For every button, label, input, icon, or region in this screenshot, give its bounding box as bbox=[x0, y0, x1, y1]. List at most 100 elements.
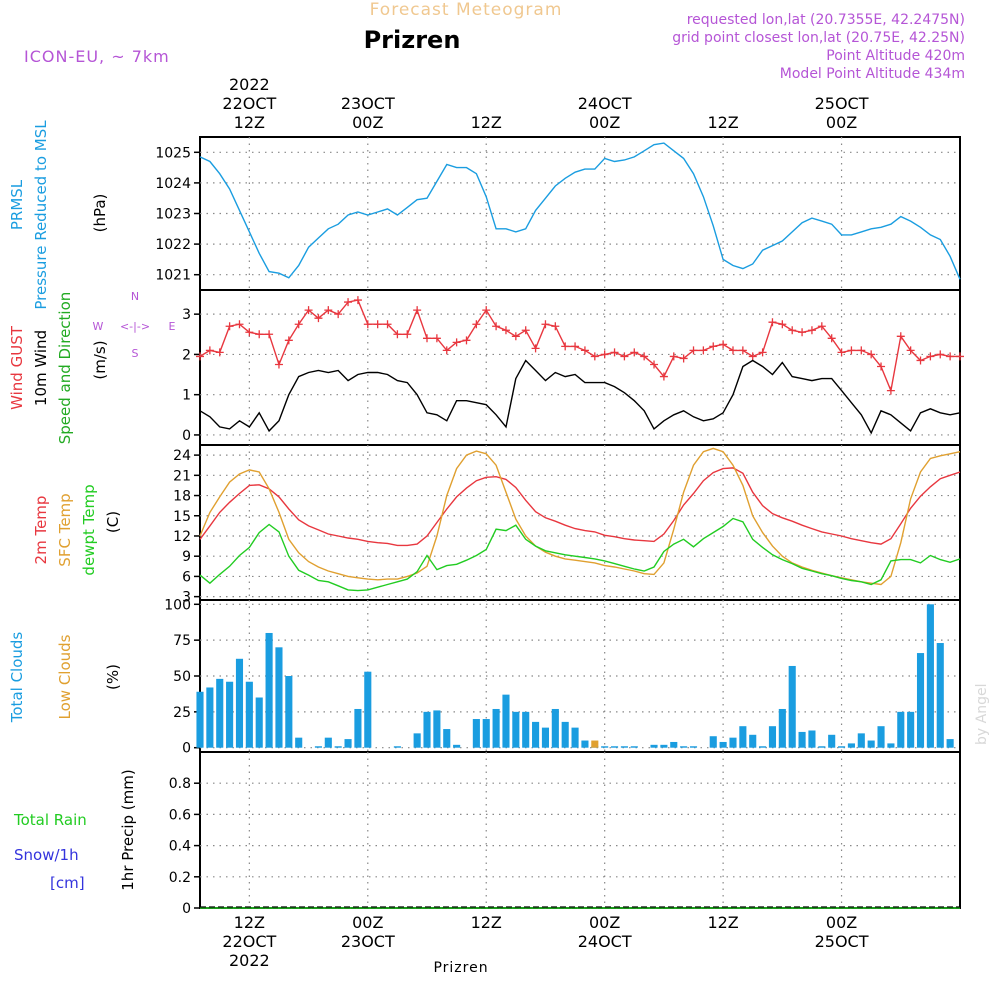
gust-marker bbox=[650, 360, 659, 369]
bar bbox=[808, 730, 816, 748]
bar bbox=[650, 744, 658, 748]
y-tick-label: 3 bbox=[182, 307, 191, 323]
y-tick-label: 1022 bbox=[155, 237, 191, 253]
bar bbox=[413, 733, 421, 748]
gust-marker bbox=[857, 346, 866, 355]
gust-marker bbox=[837, 348, 846, 357]
ylabel-prmsl: PRMSL bbox=[8, 179, 26, 230]
gust-marker bbox=[324, 306, 333, 315]
panel-frame bbox=[199, 751, 961, 909]
gust-marker bbox=[255, 330, 264, 339]
bar bbox=[571, 727, 579, 748]
gust-marker bbox=[235, 320, 244, 329]
gust-marker bbox=[669, 352, 678, 361]
gust-marker bbox=[492, 322, 501, 331]
gust-marker bbox=[906, 346, 915, 355]
bar bbox=[423, 711, 431, 748]
gust-marker bbox=[748, 352, 757, 361]
top-time-label: 23OCT bbox=[341, 94, 395, 113]
gust-marker bbox=[225, 322, 234, 331]
ylabel-precip: 1hr Precip (mm) bbox=[119, 769, 137, 890]
gust-marker bbox=[373, 320, 382, 329]
y-tick-label: 1 bbox=[182, 388, 191, 404]
gust-marker bbox=[709, 342, 718, 351]
bar bbox=[541, 727, 550, 748]
y-tick-label: 3 bbox=[182, 590, 191, 606]
ylabel-pressure: Pressure Reduced to MSL bbox=[32, 120, 50, 310]
y-tick-label: 0.2 bbox=[169, 870, 191, 886]
panel-4: 0 25 50 75 100 bbox=[164, 597, 961, 757]
gust-marker bbox=[640, 352, 649, 361]
info-line-3: Point Altitude 420m bbox=[826, 48, 965, 64]
top-time-label: 22OCT bbox=[222, 94, 276, 113]
bar bbox=[709, 736, 717, 748]
top-time-label: 2022 bbox=[229, 75, 270, 94]
bar bbox=[561, 721, 569, 748]
bar bbox=[433, 710, 441, 748]
y-tick-label: 75 bbox=[173, 633, 191, 649]
bar bbox=[255, 697, 263, 748]
ylabel-percent: (%) bbox=[104, 664, 122, 690]
bar bbox=[907, 711, 915, 748]
bottom-time-label: 12Z bbox=[234, 913, 265, 932]
y-tick-label: 0.4 bbox=[169, 839, 191, 855]
gust-marker bbox=[679, 354, 688, 363]
y-tick-label: 2 bbox=[182, 347, 191, 363]
gust-marker bbox=[383, 320, 392, 329]
bottom-time-label: 23OCT bbox=[341, 932, 395, 951]
bar bbox=[630, 746, 638, 748]
series-line bbox=[199, 467, 961, 547]
panel-frame bbox=[199, 289, 961, 446]
gust-marker bbox=[294, 320, 303, 329]
gust-marker bbox=[531, 344, 540, 353]
ylabel-direction: Speed and Direction bbox=[56, 292, 74, 445]
bar bbox=[857, 733, 865, 748]
bar bbox=[719, 741, 727, 748]
bar bbox=[512, 711, 520, 748]
bar bbox=[828, 734, 836, 748]
bar bbox=[275, 647, 283, 748]
gust-marker bbox=[363, 320, 372, 329]
gust-marker bbox=[205, 346, 214, 355]
footer-station: Prizren bbox=[433, 960, 488, 976]
panel-3: 3 6 9 12 15 18 21 24 bbox=[173, 444, 961, 606]
bar bbox=[838, 746, 846, 748]
gust-marker bbox=[521, 326, 530, 335]
bar bbox=[314, 746, 322, 748]
bar bbox=[443, 729, 451, 748]
gust-marker bbox=[334, 310, 343, 319]
gust-marker bbox=[442, 346, 451, 355]
gust-marker bbox=[877, 362, 886, 371]
bar bbox=[344, 739, 352, 748]
chart-subtitle: Forecast Meteogram bbox=[370, 0, 563, 20]
gust-marker bbox=[284, 336, 293, 345]
bar bbox=[926, 604, 934, 748]
y-tick-label: 0 bbox=[182, 901, 191, 917]
y-tick-label: 0.8 bbox=[169, 776, 191, 792]
bar bbox=[265, 632, 273, 748]
ylabel-c: (C) bbox=[104, 511, 122, 533]
ylabel-dewpt: dewpt Temp bbox=[80, 484, 98, 575]
bar bbox=[680, 746, 688, 748]
gust-marker bbox=[482, 306, 491, 315]
bar bbox=[453, 744, 461, 748]
bar bbox=[196, 691, 204, 748]
bottom-time-label: 00Z bbox=[589, 913, 620, 932]
y-tick-label: 12 bbox=[173, 529, 191, 545]
panel-frame bbox=[199, 136, 961, 291]
gust-marker bbox=[472, 320, 481, 329]
bottom-time-label: 00Z bbox=[826, 913, 857, 932]
bar bbox=[581, 740, 589, 748]
top-time-label: 00Z bbox=[826, 113, 857, 132]
bar bbox=[759, 746, 767, 748]
gust-marker bbox=[659, 372, 668, 381]
bottom-time-label: 24OCT bbox=[578, 932, 632, 951]
gust-marker bbox=[571, 342, 580, 351]
bar bbox=[334, 746, 342, 748]
top-time-label: 12Z bbox=[234, 113, 265, 132]
ylabel-wind: 10m Wind bbox=[32, 330, 50, 406]
y-tick-label: 9 bbox=[182, 549, 191, 565]
y-tick-label: 0 bbox=[182, 741, 191, 757]
bar bbox=[887, 743, 895, 748]
